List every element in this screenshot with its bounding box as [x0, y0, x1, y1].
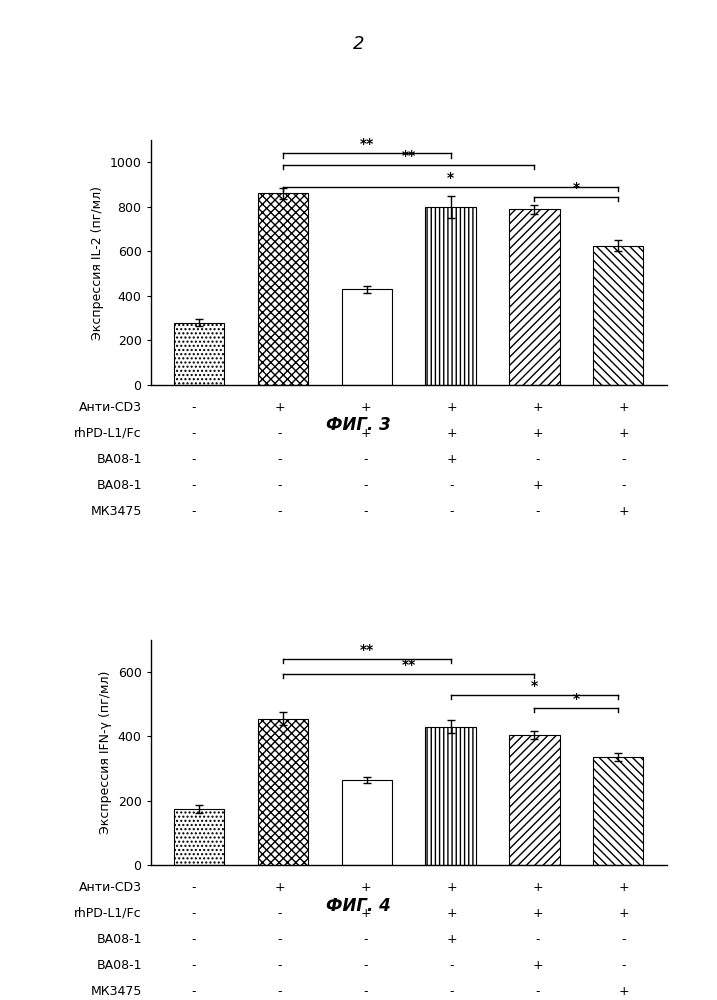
Text: -: -	[277, 479, 282, 492]
Text: +: +	[533, 907, 543, 920]
Text: -: -	[536, 505, 540, 518]
Text: +: +	[447, 881, 457, 894]
Text: +: +	[619, 427, 629, 440]
Text: +: +	[533, 427, 543, 440]
Text: +: +	[361, 907, 371, 920]
Text: ФИГ. 3: ФИГ. 3	[326, 416, 391, 434]
Text: +: +	[361, 881, 371, 894]
Text: +: +	[619, 985, 629, 998]
Text: *: *	[573, 692, 580, 706]
Bar	[593, 757, 643, 865]
Text: -: -	[277, 959, 282, 972]
Text: +: +	[447, 933, 457, 946]
Text: ФИГ. 4: ФИГ. 4	[326, 897, 391, 915]
Text: -: -	[450, 479, 454, 492]
Bar	[341, 780, 392, 865]
Y-axis label: Экспрессия IFN-γ (пг/мл): Экспрессия IFN-γ (пг/мл)	[99, 671, 112, 834]
Text: -: -	[191, 881, 196, 894]
Text: -: -	[364, 453, 368, 466]
Text: *: *	[531, 679, 538, 693]
Text: -: -	[191, 959, 196, 972]
Text: rhPD-L1/Fc: rhPD-L1/Fc	[75, 427, 142, 440]
Text: +: +	[533, 401, 543, 414]
Text: -: -	[536, 453, 540, 466]
Text: -: -	[364, 933, 368, 946]
Text: -: -	[364, 959, 368, 972]
Text: -: -	[450, 959, 454, 972]
Text: -: -	[364, 985, 368, 998]
Text: BA08-1: BA08-1	[97, 959, 142, 972]
Text: -: -	[191, 453, 196, 466]
Bar	[425, 727, 476, 865]
Text: *: *	[573, 181, 580, 195]
Text: -: -	[450, 505, 454, 518]
Text: -: -	[364, 479, 368, 492]
Text: -: -	[622, 453, 626, 466]
Bar	[509, 735, 559, 865]
Text: -: -	[622, 959, 626, 972]
Text: -: -	[536, 933, 540, 946]
Text: +: +	[447, 453, 457, 466]
Text: -: -	[191, 401, 196, 414]
Text: +: +	[447, 427, 457, 440]
Text: **: **	[402, 658, 416, 672]
Bar	[425, 207, 476, 385]
Bar	[258, 719, 308, 865]
Text: +: +	[619, 881, 629, 894]
Text: -: -	[277, 427, 282, 440]
Text: **: **	[360, 137, 374, 151]
Text: -: -	[364, 505, 368, 518]
Text: +: +	[275, 401, 285, 414]
Text: +: +	[533, 959, 543, 972]
Text: -: -	[191, 427, 196, 440]
Text: -: -	[277, 505, 282, 518]
Text: -: -	[622, 479, 626, 492]
Text: **: **	[360, 643, 374, 657]
Text: **: **	[402, 149, 416, 163]
Text: -: -	[191, 907, 196, 920]
Text: BA08-1: BA08-1	[97, 933, 142, 946]
Text: -: -	[277, 933, 282, 946]
Text: +: +	[619, 907, 629, 920]
Text: -: -	[277, 907, 282, 920]
Bar	[174, 323, 224, 385]
Text: -: -	[191, 985, 196, 998]
Text: *: *	[447, 171, 454, 185]
Bar	[258, 193, 308, 385]
Y-axis label: Экспрессия IL-2 (пг/мл): Экспрессия IL-2 (пг/мл)	[91, 186, 104, 340]
Text: +: +	[275, 881, 285, 894]
Text: МК3475: МК3475	[90, 505, 142, 518]
Text: BA08-1: BA08-1	[97, 479, 142, 492]
Text: -: -	[622, 933, 626, 946]
Text: -: -	[191, 505, 196, 518]
Text: -: -	[191, 933, 196, 946]
Bar	[341, 289, 392, 385]
Text: МК3475: МК3475	[90, 985, 142, 998]
Bar	[174, 809, 224, 865]
Text: -: -	[191, 479, 196, 492]
Bar	[509, 209, 559, 385]
Bar	[593, 246, 643, 385]
Text: -: -	[277, 985, 282, 998]
Text: +: +	[361, 427, 371, 440]
Text: Анти-CD3: Анти-CD3	[79, 401, 142, 414]
Text: -: -	[277, 453, 282, 466]
Text: +: +	[361, 401, 371, 414]
Text: +: +	[533, 881, 543, 894]
Text: Анти-CD3: Анти-CD3	[79, 881, 142, 894]
Text: +: +	[533, 479, 543, 492]
Text: +: +	[619, 505, 629, 518]
Text: +: +	[447, 401, 457, 414]
Text: -: -	[450, 985, 454, 998]
Text: +: +	[447, 907, 457, 920]
Text: 2: 2	[353, 35, 364, 53]
Text: rhPD-L1/Fc: rhPD-L1/Fc	[75, 907, 142, 920]
Text: -: -	[536, 985, 540, 998]
Text: +: +	[619, 401, 629, 414]
Text: BA08-1: BA08-1	[97, 453, 142, 466]
